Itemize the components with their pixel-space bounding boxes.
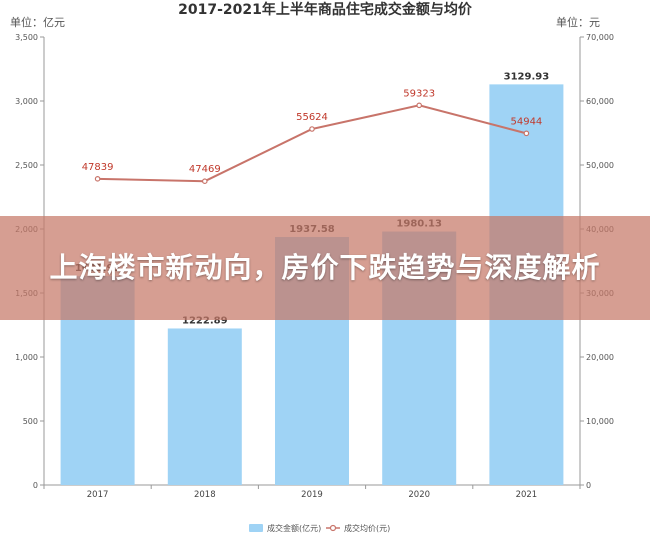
bar-value-label: 3129.93 bbox=[504, 71, 550, 82]
left-tick-label: 3,000 bbox=[15, 97, 38, 106]
x-tick-label: 2021 bbox=[516, 490, 538, 500]
headline-banner: 上海楼市新动向，房价下跌趋势与深度解析 bbox=[0, 216, 650, 320]
chart-title: 2017-2021年上半年商品住宅成交金额与均价 bbox=[178, 1, 473, 18]
x-tick-label: 2018 bbox=[194, 490, 216, 500]
left-tick-label: 3,500 bbox=[15, 33, 38, 42]
price-point bbox=[94, 176, 101, 182]
left-tick-label: 500 bbox=[23, 417, 38, 426]
x-tick-label: 2020 bbox=[408, 490, 430, 500]
right-tick-label: 0 bbox=[586, 481, 591, 490]
bar-value-label: 1222.89 bbox=[182, 315, 228, 326]
legend: 成交金额(亿元) 成交均价(元) bbox=[249, 523, 390, 533]
x-tick-label: 2019 bbox=[301, 490, 323, 500]
left-unit-label: 单位：亿元 bbox=[10, 15, 65, 29]
legend-line-label: 成交均价(元) bbox=[344, 523, 390, 533]
legend-line-marker bbox=[329, 524, 337, 532]
right-tick-label: 10,000 bbox=[586, 417, 614, 426]
price-value-label: 54944 bbox=[510, 116, 542, 127]
legend-bar-swatch bbox=[249, 524, 263, 532]
price-value-label: 47469 bbox=[189, 164, 221, 175]
left-tick-label: 1,000 bbox=[15, 353, 38, 362]
right-tick-label: 60,000 bbox=[586, 97, 614, 106]
price-line bbox=[94, 102, 530, 184]
right-tick-label: 70,000 bbox=[586, 33, 614, 42]
price-point bbox=[416, 102, 423, 109]
headline-text: 上海楼市新动向，房价下跌趋势与深度解析 bbox=[49, 251, 601, 284]
right-unit-label: 单位：元 bbox=[556, 15, 600, 29]
left-tick-label: 2,500 bbox=[15, 161, 38, 170]
price-point bbox=[309, 126, 315, 132]
x-tick-label: 2017 bbox=[87, 490, 109, 500]
left-tick-label: 0 bbox=[33, 481, 38, 490]
price-value-label: 47839 bbox=[82, 162, 114, 173]
right-tick-label: 50,000 bbox=[586, 161, 614, 170]
price-point bbox=[523, 130, 530, 137]
right-tick-label: 20,000 bbox=[586, 353, 614, 362]
legend-bar-label: 成交金额(亿元) bbox=[267, 523, 321, 533]
price-value-label: 59323 bbox=[403, 88, 435, 99]
bar bbox=[167, 328, 242, 485]
price-point bbox=[202, 178, 208, 184]
price-value-label: 55624 bbox=[296, 112, 328, 123]
